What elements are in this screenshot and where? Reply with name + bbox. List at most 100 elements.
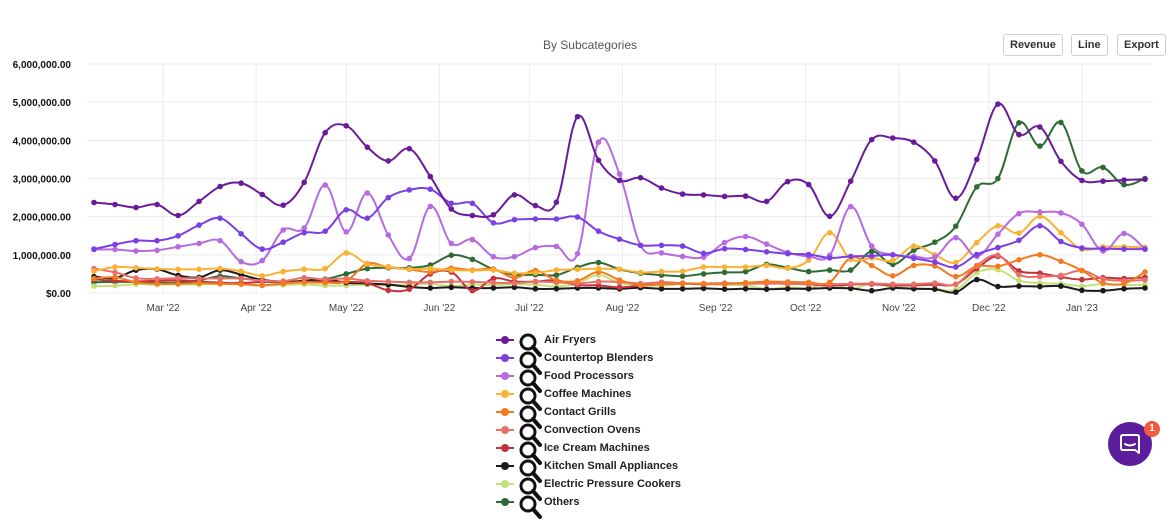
data-point [511, 216, 518, 223]
data-point [364, 215, 371, 221]
legend-item[interactable]: Ice Cream Machines [496, 439, 681, 465]
data-point [1100, 245, 1106, 252]
data-point [427, 203, 434, 210]
data-point [995, 263, 1001, 270]
data-point [532, 278, 539, 285]
y-tick-label: 1,000,000.00 [13, 251, 72, 262]
data-point [1016, 120, 1022, 126]
data-point [301, 274, 308, 281]
data-point [553, 277, 560, 284]
legend-item[interactable]: Coffee Machines [496, 385, 681, 411]
data-point [406, 279, 413, 286]
data-point [133, 265, 139, 271]
line-button[interactable]: Line [1071, 34, 1108, 56]
series-air-fryers [91, 101, 1148, 220]
legend-marker [496, 333, 514, 347]
export-button[interactable]: Export [1117, 34, 1166, 56]
data-point [112, 274, 118, 281]
data-point [1121, 230, 1127, 237]
legend-label: Food Processors [544, 370, 634, 382]
legend-item[interactable]: Electric Pressure Cookers [496, 475, 681, 501]
data-point [196, 222, 202, 228]
legend-marker [496, 351, 514, 365]
data-point [763, 278, 770, 285]
data-point [784, 279, 791, 285]
data-point [974, 184, 980, 190]
data-point [238, 281, 244, 288]
data-point [911, 255, 917, 262]
x-tick-label: Jul '22 [515, 303, 544, 314]
data-point [364, 144, 371, 150]
revenue-button[interactable]: Revenue [1003, 34, 1063, 56]
data-point [1016, 131, 1022, 138]
data-point [217, 215, 223, 221]
legend-marker [496, 495, 514, 509]
y-tick-label: 3,000,000.00 [13, 175, 72, 186]
data-point [196, 280, 202, 286]
data-point [953, 223, 959, 229]
data-point [805, 286, 812, 292]
data-point [868, 243, 875, 249]
data-point [616, 284, 623, 291]
legend-item[interactable]: Food Processors [496, 367, 681, 393]
series-food-processors [91, 137, 1148, 266]
data-point [616, 266, 623, 273]
data-point [911, 247, 917, 254]
data-point [364, 265, 371, 272]
data-point [953, 273, 959, 280]
data-point [154, 276, 160, 282]
data-point [721, 245, 728, 252]
legend-marker [496, 387, 514, 401]
data-point [1037, 252, 1043, 258]
data-point [658, 185, 665, 191]
data-point [890, 281, 896, 288]
data-point [175, 281, 181, 287]
legend-item[interactable]: Others [496, 493, 681, 519]
data-point [1037, 283, 1043, 290]
data-point [637, 174, 644, 181]
data-point [1121, 177, 1127, 183]
data-point [427, 279, 434, 286]
data-point [469, 256, 476, 263]
legend-item[interactable]: Kitchen Small Appliances [496, 457, 681, 483]
magnifier-icon [518, 421, 544, 447]
data-point [847, 267, 854, 273]
data-point [826, 279, 833, 286]
data-point [721, 193, 728, 200]
legend-item[interactable]: Convection Ovens [496, 421, 681, 447]
data-point [553, 286, 560, 292]
data-point [595, 278, 602, 285]
data-point [217, 237, 223, 244]
data-point [847, 178, 854, 184]
legend-item[interactable]: Air Fryers [496, 331, 681, 357]
data-point [1079, 221, 1085, 228]
data-point [448, 252, 455, 258]
data-point [280, 239, 287, 245]
data-point [721, 239, 728, 246]
legend-item[interactable]: Contact Grills [496, 403, 681, 429]
data-point [932, 239, 938, 245]
data-point [1016, 277, 1022, 284]
data-point [974, 239, 980, 246]
data-point [868, 280, 875, 287]
data-point [679, 268, 686, 275]
magnifier-icon [518, 457, 544, 483]
data-point [1016, 283, 1022, 289]
data-point [721, 269, 728, 276]
data-point [196, 198, 202, 205]
data-point [700, 271, 707, 277]
data-point [805, 279, 812, 286]
data-point [301, 225, 308, 231]
chart-title: By Subcategories [543, 38, 637, 52]
data-point [932, 280, 938, 286]
legend-item[interactable]: Countertop Blenders [496, 349, 681, 375]
data-point [238, 180, 244, 186]
data-point [406, 145, 413, 152]
data-point [322, 182, 329, 188]
data-point [574, 250, 581, 257]
data-point [784, 250, 791, 257]
data-point [1016, 257, 1022, 263]
data-point [427, 265, 434, 272]
data-point [1079, 267, 1085, 274]
chat-launcher-button[interactable] [1108, 422, 1152, 466]
